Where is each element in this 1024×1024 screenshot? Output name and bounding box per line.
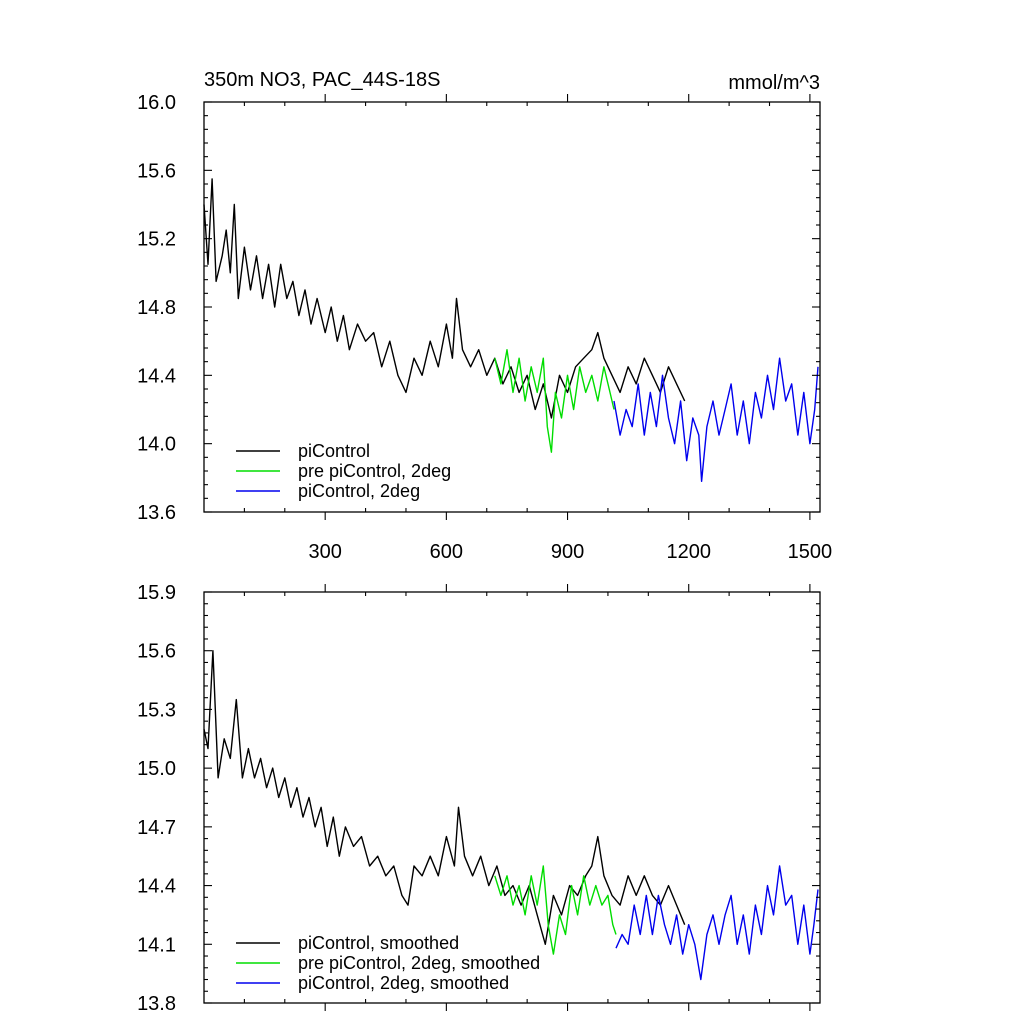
series-line	[613, 357, 819, 482]
series-line	[203, 178, 686, 419]
y-tick-label: 15.9	[137, 582, 176, 604]
y-tick-label: 15.3	[137, 699, 176, 721]
y-tick-label: 15.6	[137, 160, 176, 182]
x-tick-label: 1200	[666, 541, 711, 563]
y-tick-label: 14.4	[137, 365, 176, 387]
y-tick-label: 13.6	[137, 502, 176, 524]
top-panel: 13.6 14.0 14.4 14.8 15.2 15.6 16.0 300 600 900 120…	[137, 69, 832, 563]
legend-label: pre piControl, 2deg, smoothed	[298, 953, 540, 973]
y-tick-label: 14.7	[137, 817, 176, 839]
legend-label: piControl	[298, 441, 370, 461]
legend-label: piControl, 2deg	[298, 481, 420, 501]
series-line	[615, 865, 819, 981]
plot-frame	[203, 101, 821, 513]
legend-label: piControl, smoothed	[298, 933, 459, 953]
x-tick-label: 600	[430, 541, 463, 563]
y-tick-label: 15.2	[137, 229, 176, 251]
legend-label: pre piControl, 2deg	[298, 461, 451, 481]
y-tick-label: 14.4	[137, 876, 176, 898]
units-label: mmol/m^3	[728, 72, 820, 94]
series-line	[203, 650, 686, 945]
y-tick-label: 14.0	[137, 434, 176, 456]
legend-label: piControl, 2deg, smoothed	[298, 973, 509, 993]
y-tick-label: 14.1	[137, 934, 176, 956]
y-tick-label: 15.0	[137, 758, 176, 780]
chart-title: 350m NO3, PAC_44S-18S	[204, 69, 440, 91]
bottom-panel: 13.8 14.1 14.4 14.7 15.0 15.3 15.6 15.9 piContro…	[137, 582, 821, 1015]
x-tick-label: 900	[551, 541, 584, 563]
series-line	[494, 349, 615, 453]
series-line	[494, 865, 617, 955]
y-tick-label: 13.8	[137, 993, 176, 1015]
y-tick-label: 14.8	[137, 297, 176, 319]
plot-frame	[203, 591, 821, 1004]
y-tick-label: 15.6	[137, 641, 176, 663]
y-tick-label: 16.0	[137, 92, 176, 114]
x-tick-label: 300	[308, 541, 341, 563]
x-tick-label: 1500	[788, 541, 833, 563]
